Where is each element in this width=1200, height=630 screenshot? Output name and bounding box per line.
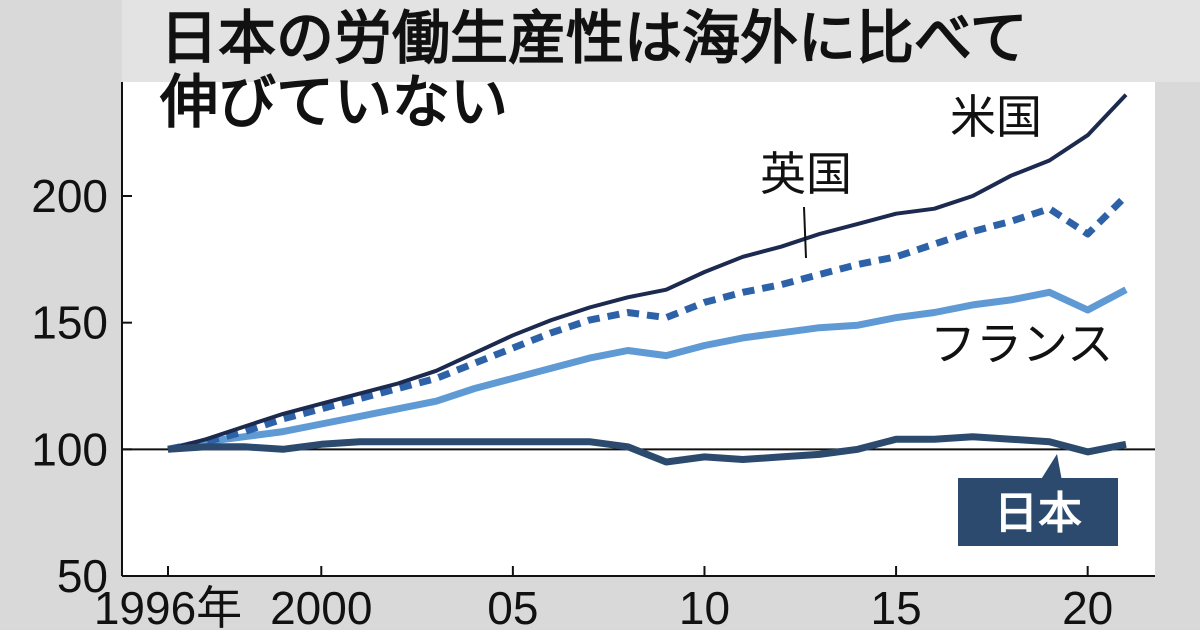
y-tick-label: 200 bbox=[31, 170, 108, 222]
x-tick-label: 1996年 bbox=[94, 582, 242, 630]
series-label-uk: 英国 bbox=[760, 147, 852, 201]
x-tick-label: 10 bbox=[679, 582, 730, 630]
series-line-0 bbox=[167, 93, 1128, 452]
series-line-3 bbox=[167, 433, 1127, 466]
y-tick-label: 50 bbox=[57, 550, 108, 602]
japan-label-box bbox=[958, 478, 1118, 546]
chart-title-line2: 伸びていない bbox=[159, 68, 508, 136]
x-tick-label: 2000 bbox=[270, 582, 372, 630]
series-line-1 bbox=[167, 193, 1129, 453]
series-lines bbox=[167, 93, 1129, 466]
x-tick-label: 15 bbox=[870, 582, 921, 630]
chart-title-line1: 日本の労働生産性は海外に比べて bbox=[160, 4, 1028, 72]
y-tick-label: 150 bbox=[31, 297, 108, 349]
series-line-2 bbox=[167, 286, 1128, 453]
series-label-japan: 日本 bbox=[994, 488, 1082, 539]
uk-leader-line bbox=[803, 206, 807, 259]
x-tick-label: 05 bbox=[487, 582, 538, 630]
y-tick-label: 100 bbox=[31, 423, 108, 475]
title-band bbox=[122, 0, 1200, 82]
axis-ticks: 50 100 150 200 1996年 2000 05 10 15 20 bbox=[31, 170, 1113, 630]
series-label-us: 米国 bbox=[950, 90, 1042, 144]
x-tick-label: 20 bbox=[1062, 582, 1113, 630]
series-label-france: フランス bbox=[930, 317, 1113, 371]
japan-callout-pointer bbox=[1040, 454, 1062, 481]
